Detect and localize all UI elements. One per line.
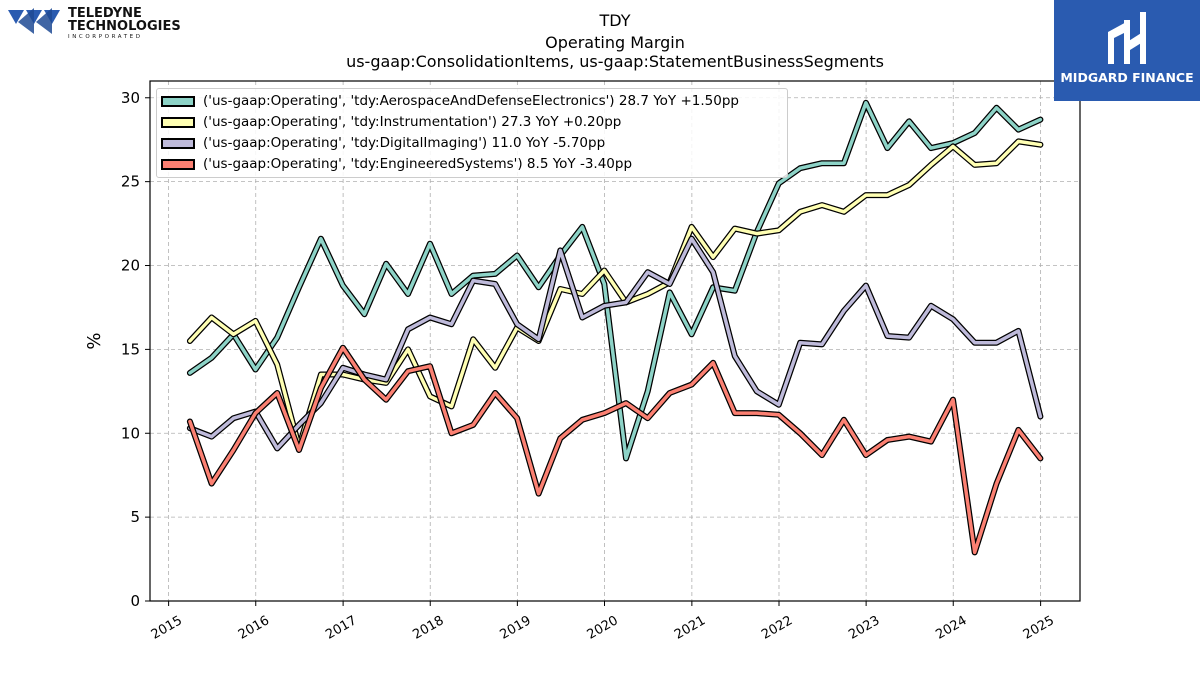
x-tick-label: 2016 bbox=[236, 613, 272, 643]
teledyne-logo-line1: TELEDYNE bbox=[68, 6, 142, 21]
y-tick-label: 20 bbox=[121, 257, 140, 275]
legend: ('us-gaap:Operating', 'tdy:AerospaceAndD… bbox=[156, 88, 788, 178]
series-line bbox=[188, 139, 1043, 449]
series-outline bbox=[186, 235, 1044, 452]
series-line bbox=[188, 345, 1043, 555]
axes: % bbox=[84, 80, 1081, 602]
legend-label: ('us-gaap:Operating', 'tdy:AerospaceAndD… bbox=[203, 93, 739, 109]
chart-subtitle-2: us-gaap:ConsolidationItems, us-gaap:Stat… bbox=[346, 52, 884, 71]
y-tick-label: 10 bbox=[121, 424, 140, 442]
midgard-emblem-icon bbox=[1108, 12, 1146, 64]
x-tick-label: 2024 bbox=[933, 613, 969, 643]
legend-swatch bbox=[161, 137, 195, 149]
legend-label: ('us-gaap:Operating', 'tdy:Instrumentati… bbox=[203, 114, 622, 130]
x-tick-label: 2015 bbox=[149, 613, 185, 643]
teledyne-emblem-icon bbox=[8, 8, 60, 34]
teledyne-logo: TELEDYNE TECHNOLOGIES INCORPORATED bbox=[6, 4, 181, 44]
legend-item: ('us-gaap:Operating', 'tdy:AerospaceAndD… bbox=[161, 91, 739, 111]
y-tick-label: 30 bbox=[121, 89, 140, 107]
legend-swatch bbox=[161, 116, 195, 128]
legend-swatch bbox=[161, 95, 195, 107]
y-axis-label: % bbox=[84, 332, 105, 349]
plot-frame bbox=[149, 80, 1081, 602]
legend-item: ('us-gaap:Operating', 'tdy:Instrumentati… bbox=[161, 112, 621, 132]
legend-label: ('us-gaap:Operating', 'tdy:DigitalImagin… bbox=[203, 135, 606, 151]
legend-item: ('us-gaap:Operating', 'tdy:DigitalImagin… bbox=[161, 133, 605, 153]
x-tick-label: 2025 bbox=[1021, 613, 1057, 643]
y-tick-label: 15 bbox=[121, 340, 140, 358]
x-tick-label: 2017 bbox=[323, 613, 359, 643]
series-layer bbox=[186, 99, 1044, 556]
legend-item: ('us-gaap:Operating', 'tdy:EngineeredSys… bbox=[161, 154, 632, 174]
chart-subtitle: Operating Margin bbox=[545, 33, 685, 52]
chart-title: TDY bbox=[599, 11, 631, 30]
series-line bbox=[188, 101, 1043, 461]
x-tick-label: 2022 bbox=[759, 613, 795, 643]
legend-label: ('us-gaap:Operating', 'tdy:EngineeredSys… bbox=[203, 156, 633, 172]
teledyne-logo-line2: TECHNOLOGIES bbox=[68, 19, 181, 34]
y-tick-label: 25 bbox=[121, 173, 140, 191]
midgard-logo: MIDGARD FINANCE bbox=[1054, 0, 1200, 101]
x-tick-label: 2023 bbox=[846, 613, 882, 643]
midgard-logo-text: MIDGARD FINANCE bbox=[1060, 70, 1194, 85]
legend-swatch bbox=[161, 158, 195, 170]
y-tick-label: 5 bbox=[130, 508, 140, 526]
x-tick-label: 2018 bbox=[410, 613, 446, 643]
x-tick-label: 2019 bbox=[498, 613, 534, 643]
y-tick-label: 0 bbox=[130, 592, 140, 610]
series-line bbox=[188, 236, 1043, 451]
teledyne-logo-line3: INCORPORATED bbox=[68, 34, 143, 40]
x-tick-label: 2020 bbox=[585, 613, 621, 643]
x-tick-label: 2021 bbox=[672, 613, 708, 643]
